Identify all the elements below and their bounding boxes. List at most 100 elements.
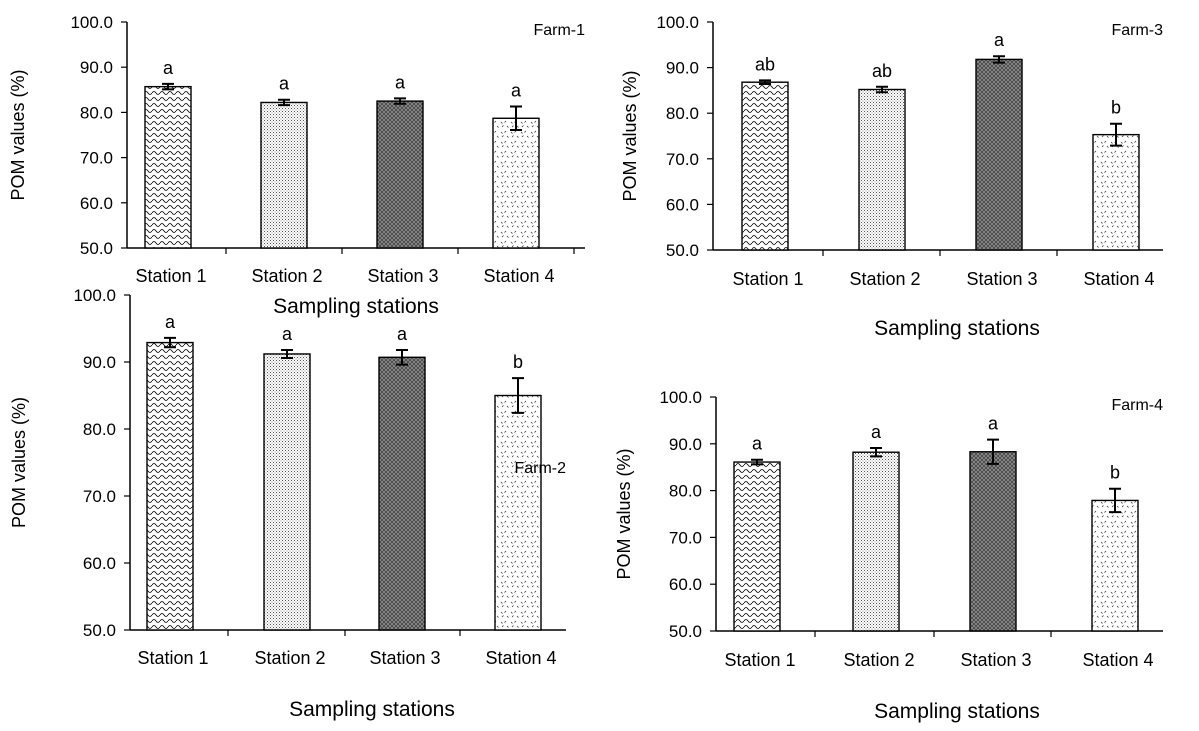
error-bar [993, 55, 1005, 64]
error-bar [987, 438, 999, 465]
y-axis-title: POM values (%) [9, 397, 29, 528]
x-tick-label: Station 4 [483, 266, 554, 286]
error-bar [876, 85, 888, 94]
chart-panel-4: 50.0 60.0 70.0 80.0 90.0 100.0 a Station 1 a Stat… [614, 388, 1163, 723]
bar [741, 81, 789, 251]
significance-label: b [513, 352, 523, 372]
chart-panel-1: 50.0 60.0 70.0 80.0 90.0 100.0 a Station 1 a Stat… [8, 13, 585, 318]
error-bar [281, 348, 293, 359]
significance-label: a [397, 324, 408, 344]
significance-label: b [1110, 463, 1120, 483]
x-tick-label: Station 2 [254, 648, 325, 668]
x-tick-label: Station 1 [135, 266, 206, 286]
x-axis-title: Sampling stations [273, 295, 439, 318]
significance-label: a [163, 58, 174, 78]
significance-label: a [395, 72, 406, 92]
y-tick-label: 70.0 [80, 149, 113, 168]
x-tick-label: Station 4 [1083, 269, 1154, 289]
y-axis-title: POM values (%) [8, 69, 28, 200]
y-tick-label: 70.0 [83, 487, 116, 506]
bar [263, 353, 311, 631]
x-tick-label: Station 3 [367, 266, 438, 286]
y-tick-label: 80.0 [83, 420, 116, 439]
y-tick-label: 90.0 [80, 58, 113, 77]
chart-panel-3: 50.0 60.0 70.0 80.0 90.0 100.0 a Station 1 a Stat… [9, 286, 566, 721]
bar [858, 88, 906, 251]
bar [975, 58, 1023, 251]
significance-label: a [994, 30, 1005, 50]
bar [733, 461, 781, 632]
error-bar [1109, 487, 1121, 514]
error-bar [278, 98, 290, 107]
y-tick-label: 100.0 [73, 286, 116, 305]
y-tick-label: 100.0 [70, 13, 113, 32]
x-axis-title: Sampling stations [874, 317, 1040, 340]
y-tick-label: 80.0 [80, 103, 113, 122]
y-tick-label: 70.0 [666, 150, 699, 169]
panel-label: Farm-1 [533, 22, 585, 39]
y-tick-label: 60.0 [80, 194, 113, 213]
y-tick-label: 60.0 [666, 195, 699, 214]
error-bar [759, 79, 771, 86]
bar [1091, 499, 1139, 632]
significance-label: ab [872, 61, 892, 81]
y-tick-label: 50.0 [83, 621, 116, 640]
x-tick-label: Station 2 [251, 266, 322, 286]
y-tick-label: 80.0 [669, 482, 702, 501]
error-bar [870, 447, 882, 458]
panel-label: Farm-3 [1111, 22, 1163, 39]
y-axis-title: POM values (%) [620, 70, 640, 201]
significance-label: a [279, 74, 290, 94]
x-tick-label: Station 3 [960, 650, 1031, 670]
y-tick-label: 50.0 [666, 241, 699, 260]
error-bar [396, 348, 408, 366]
error-bar [751, 458, 763, 466]
y-tick-label: 50.0 [669, 622, 702, 641]
error-bar [394, 97, 406, 105]
bar [146, 341, 194, 631]
x-tick-label: Station 2 [849, 269, 920, 289]
significance-label: a [871, 422, 882, 442]
y-tick-label: 50.0 [80, 239, 113, 258]
error-bar [162, 82, 174, 91]
x-axis-title: Sampling stations [874, 700, 1040, 723]
bar [144, 85, 192, 249]
significance-label: b [1111, 98, 1121, 118]
bar [492, 117, 540, 249]
panel-label: Farm-4 [1111, 397, 1163, 414]
x-tick-label: Station 3 [966, 269, 1037, 289]
x-tick-label: Station 3 [369, 648, 440, 668]
significance-label: a [511, 81, 522, 101]
bar [852, 451, 900, 632]
panel-label: Farm-2 [514, 460, 566, 477]
y-tick-label: 100.0 [656, 13, 699, 32]
y-tick-label: 90.0 [669, 435, 702, 454]
x-tick-label: Station 1 [724, 650, 795, 670]
y-axis-title: POM values (%) [614, 448, 634, 579]
error-bar [512, 377, 524, 414]
bar [260, 101, 308, 249]
x-tick-label: Station 4 [1082, 650, 1153, 670]
bar [378, 356, 426, 631]
error-bar [1110, 122, 1122, 147]
y-tick-label: 70.0 [669, 528, 702, 547]
bar [494, 394, 542, 631]
y-tick-label: 60.0 [669, 575, 702, 594]
x-tick-label: Station 1 [732, 269, 803, 289]
bar [376, 100, 424, 249]
significance-label: a [282, 324, 293, 344]
error-bar [510, 105, 522, 132]
x-tick-label: Station 1 [137, 648, 208, 668]
y-tick-label: 90.0 [83, 353, 116, 372]
x-tick-label: Station 2 [843, 650, 914, 670]
error-bar [164, 336, 176, 349]
bar [969, 451, 1017, 632]
y-tick-label: 80.0 [666, 104, 699, 123]
y-tick-label: 60.0 [83, 554, 116, 573]
y-tick-label: 90.0 [666, 59, 699, 78]
significance-label: a [165, 312, 176, 332]
bar [1092, 133, 1140, 251]
y-tick-label: 100.0 [659, 388, 702, 407]
